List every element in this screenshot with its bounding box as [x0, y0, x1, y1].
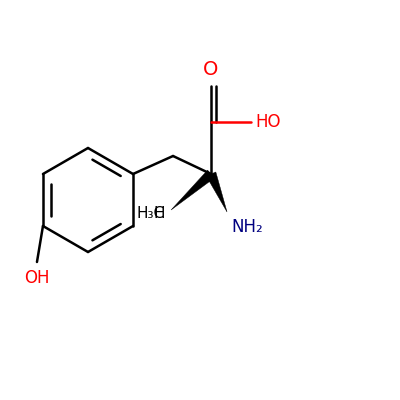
Text: NH₂: NH₂ [231, 218, 263, 236]
Polygon shape [206, 172, 227, 212]
Text: H: H [154, 206, 165, 222]
Text: H₃C: H₃C [137, 206, 165, 222]
Text: HO: HO [256, 113, 281, 131]
Polygon shape [171, 170, 214, 210]
Text: O: O [203, 60, 219, 79]
Text: OH: OH [24, 269, 50, 287]
